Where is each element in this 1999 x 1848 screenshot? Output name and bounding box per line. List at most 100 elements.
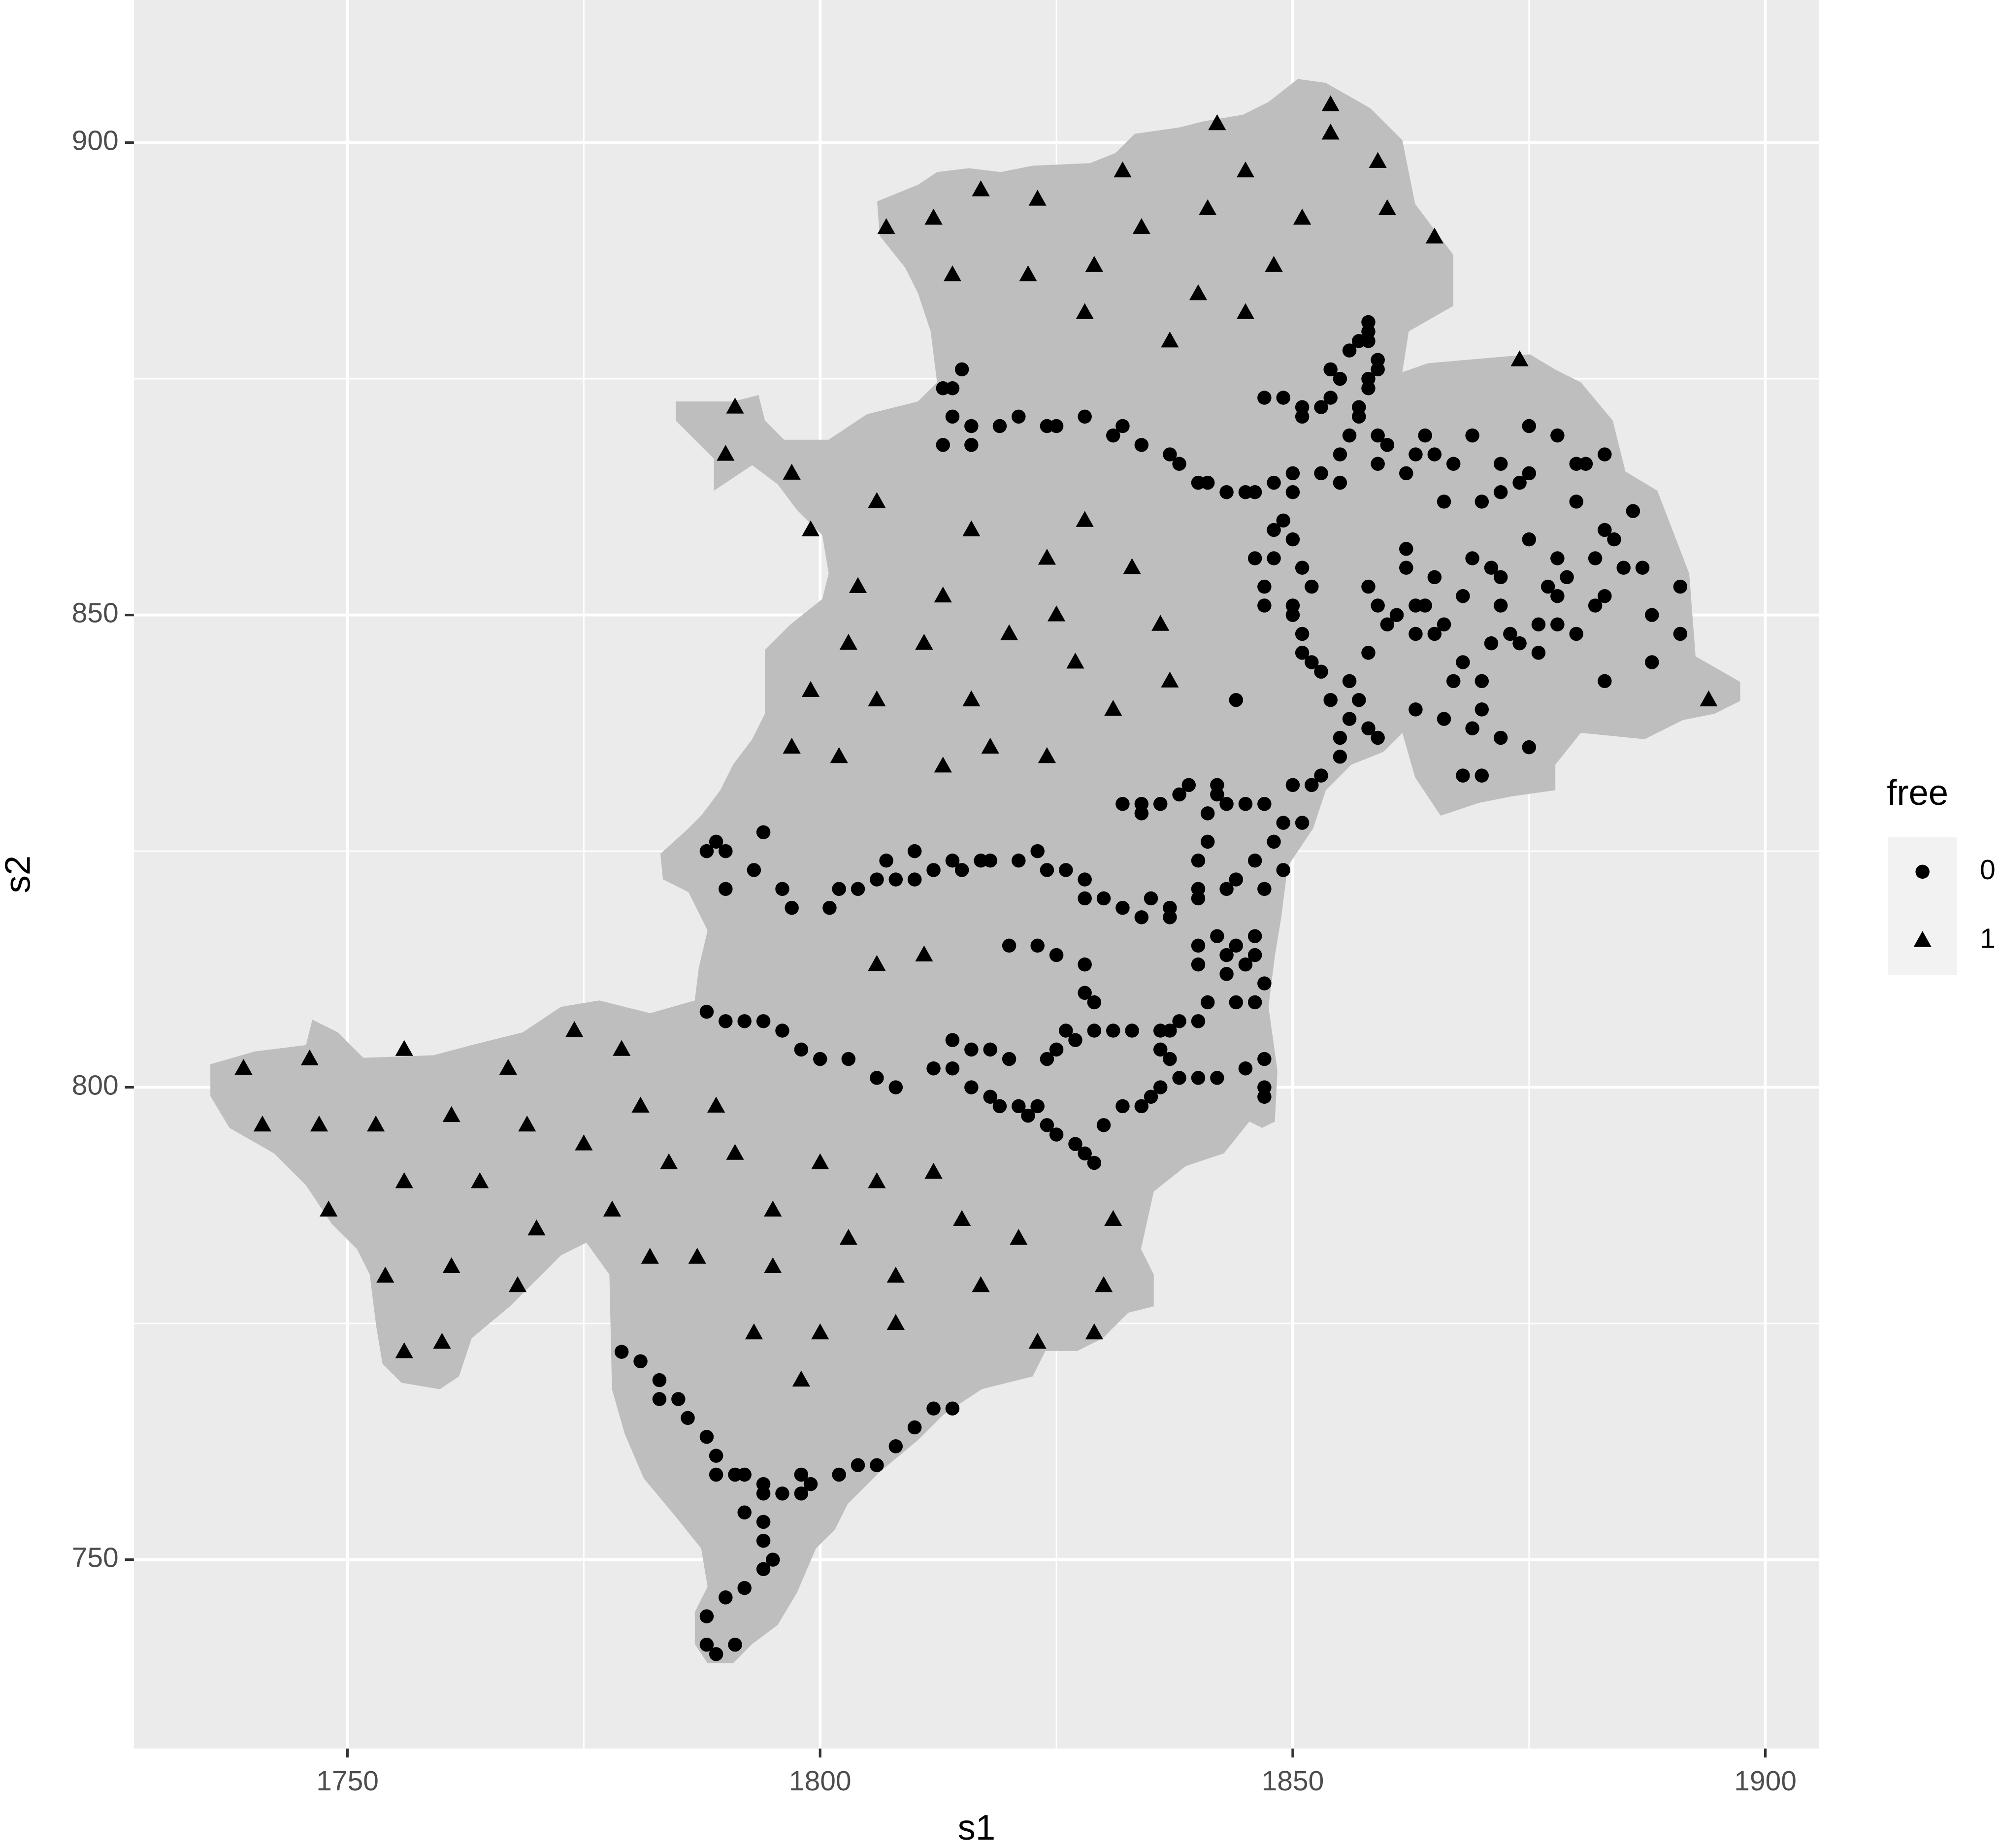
point [1418, 598, 1432, 613]
point [1342, 674, 1357, 689]
point [926, 1401, 941, 1416]
point [1295, 409, 1310, 424]
point [1030, 844, 1045, 858]
point [709, 1647, 723, 1661]
point [1512, 475, 1527, 490]
point [907, 844, 922, 858]
point [1427, 627, 1442, 641]
point [1134, 438, 1149, 452]
point [1295, 816, 1310, 830]
point [1229, 872, 1244, 887]
point [1066, 653, 1084, 669]
point [962, 520, 981, 536]
point [1456, 655, 1470, 669]
point [1493, 457, 1508, 471]
point [1333, 750, 1347, 764]
point [1172, 787, 1186, 802]
point [1446, 674, 1461, 689]
point [1550, 589, 1565, 603]
point [915, 945, 933, 962]
point [1437, 495, 1451, 509]
points [234, 95, 1718, 1661]
point [1257, 1052, 1272, 1066]
point [1078, 872, 1092, 887]
point [803, 1477, 818, 1491]
point [756, 1533, 771, 1548]
point [1125, 1023, 1139, 1038]
legend-symbol [1915, 864, 1930, 879]
point [1293, 208, 1311, 225]
point [839, 633, 857, 650]
point [433, 1333, 451, 1349]
point [1314, 400, 1328, 414]
point [1030, 1099, 1045, 1114]
point [1550, 428, 1565, 443]
point [943, 265, 962, 282]
point [575, 1134, 593, 1151]
point [1371, 457, 1385, 471]
point [1200, 475, 1215, 490]
point [1104, 699, 1122, 716]
point [775, 882, 789, 896]
point [1087, 1023, 1102, 1038]
point [1163, 1023, 1177, 1038]
point [320, 1200, 338, 1217]
point [1210, 929, 1224, 943]
point [1598, 589, 1612, 603]
point [1321, 124, 1340, 140]
point [1510, 350, 1529, 366]
point [1132, 218, 1150, 234]
point [1181, 778, 1196, 792]
point [1598, 447, 1612, 462]
point [992, 419, 1007, 433]
point [1199, 199, 1217, 215]
point [395, 1172, 413, 1188]
point [1484, 561, 1499, 575]
point [652, 1392, 667, 1406]
point [367, 1115, 385, 1132]
point [603, 1200, 622, 1217]
point [1134, 910, 1149, 924]
point [972, 180, 990, 197]
point [1418, 428, 1432, 443]
point [253, 1115, 271, 1132]
point [1012, 1099, 1026, 1114]
point [1163, 447, 1177, 462]
point [1456, 768, 1470, 783]
point [907, 1420, 922, 1435]
point [719, 844, 733, 858]
point [1134, 1099, 1149, 1114]
point [1265, 256, 1283, 272]
point [992, 1099, 1007, 1114]
point [954, 863, 969, 877]
point [1323, 391, 1338, 405]
point [756, 825, 771, 839]
point [983, 854, 997, 868]
point [870, 1071, 884, 1085]
point [1305, 655, 1319, 669]
point [1040, 1052, 1054, 1066]
x-tick-label: 1850 [1262, 1765, 1324, 1797]
point [709, 1467, 723, 1482]
point [1425, 228, 1443, 244]
point [1219, 967, 1234, 981]
point [1200, 834, 1215, 849]
point [1038, 747, 1056, 763]
point [1115, 1099, 1130, 1114]
point [964, 1042, 979, 1057]
point [1134, 806, 1149, 821]
point [1257, 1089, 1272, 1104]
point [1010, 1229, 1028, 1245]
point [1409, 702, 1423, 717]
point [945, 381, 960, 396]
point [1342, 428, 1357, 443]
point [1456, 589, 1470, 603]
point [1493, 730, 1508, 745]
point [709, 1449, 723, 1463]
point [868, 1172, 886, 1188]
point [1399, 561, 1413, 575]
point [1285, 466, 1300, 481]
point [1059, 1023, 1073, 1038]
point [1531, 617, 1546, 632]
point [756, 1562, 771, 1576]
